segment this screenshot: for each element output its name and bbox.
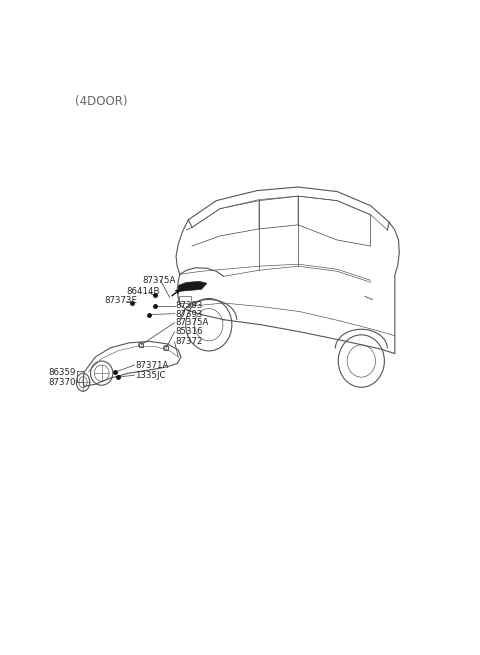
Text: 87372: 87372 <box>175 337 203 346</box>
Text: 87370: 87370 <box>48 378 76 386</box>
Text: 87373E: 87373E <box>105 296 138 305</box>
Polygon shape <box>178 282 207 291</box>
Text: 1335JC: 1335JC <box>135 371 166 380</box>
Text: 87371A: 87371A <box>135 360 168 369</box>
Text: 87375A: 87375A <box>175 318 209 328</box>
Text: 86414B: 86414B <box>126 287 160 296</box>
Text: (4DOOR): (4DOOR) <box>75 95 127 107</box>
Text: 87393: 87393 <box>175 310 203 319</box>
Text: 87375A: 87375A <box>143 276 176 285</box>
Text: 86359: 86359 <box>48 367 76 377</box>
Text: 85316: 85316 <box>175 328 203 336</box>
Text: 87393: 87393 <box>175 301 203 310</box>
Bar <box>179 297 191 303</box>
